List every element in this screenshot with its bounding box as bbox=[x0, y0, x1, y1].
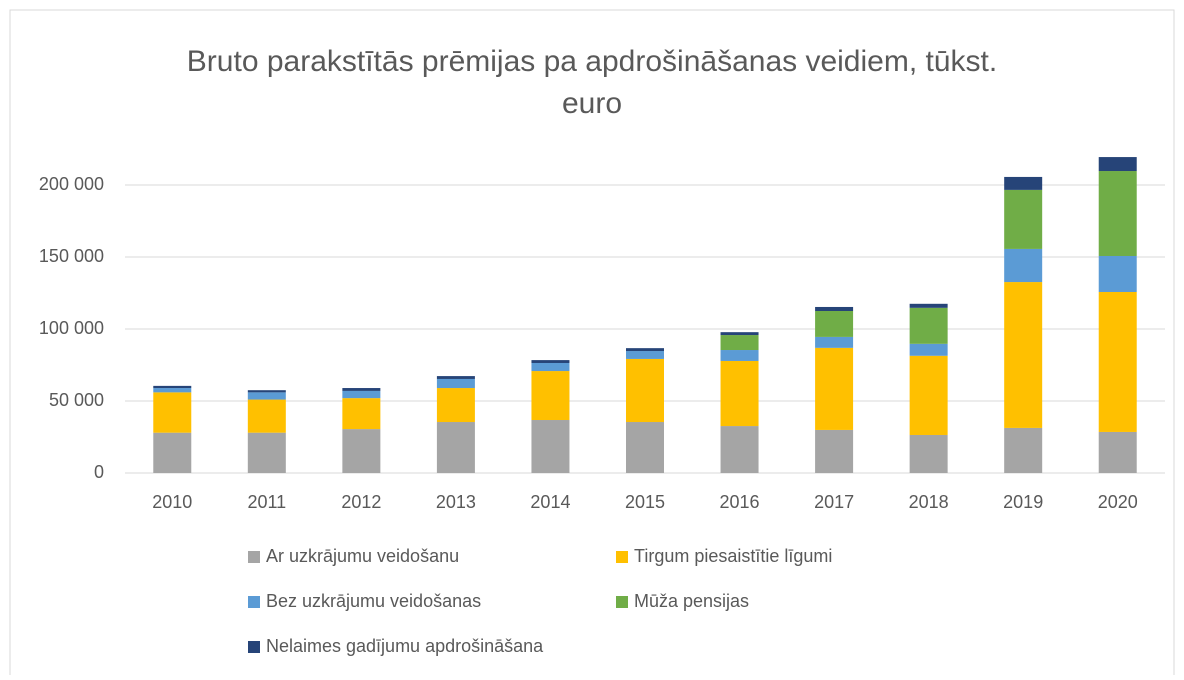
bar-segment bbox=[909, 343, 948, 356]
bar-segment bbox=[436, 378, 475, 389]
bar-segment bbox=[909, 307, 948, 344]
bar-segment bbox=[436, 388, 475, 423]
bar-segment bbox=[436, 422, 475, 473]
bar-segment bbox=[720, 332, 759, 336]
legend-swatch bbox=[248, 551, 260, 563]
chart-title: Bruto parakstītās prēmijas pa apdrošināš… bbox=[187, 45, 997, 120]
bar-segment bbox=[1004, 189, 1043, 249]
bar-segment bbox=[436, 376, 475, 379]
bar-segment bbox=[909, 355, 948, 435]
bar-segment bbox=[342, 388, 381, 391]
bar-segment bbox=[626, 422, 664, 473]
x-tick-label: 2017 bbox=[814, 492, 854, 512]
bar-segment bbox=[720, 335, 759, 351]
bar-segment bbox=[815, 306, 854, 311]
bar-segment bbox=[909, 303, 948, 308]
bar-segment bbox=[247, 399, 286, 433]
x-tick-label: 2011 bbox=[247, 492, 286, 512]
bar-segment bbox=[626, 351, 664, 359]
bar-segment bbox=[1098, 157, 1137, 172]
legend-swatch bbox=[248, 641, 260, 653]
bar-segment bbox=[1098, 431, 1137, 473]
legend-swatch bbox=[616, 596, 628, 608]
bar-segment bbox=[153, 388, 192, 393]
x-tick-label: 2012 bbox=[341, 492, 381, 512]
legend-label: Ar uzkrājumu veidošanu bbox=[266, 546, 459, 566]
bar-segment bbox=[1004, 427, 1043, 473]
bar-segment bbox=[531, 360, 570, 363]
x-tick-label: 2010 bbox=[152, 492, 192, 512]
y-tick-label: 150 000 bbox=[39, 246, 104, 266]
x-tick-label: 2018 bbox=[909, 492, 949, 512]
bar-segment bbox=[909, 434, 948, 473]
bar-segment bbox=[720, 350, 759, 361]
bar-segment bbox=[1004, 248, 1043, 283]
y-tick-label: 50 000 bbox=[49, 390, 104, 410]
bar-segment bbox=[815, 311, 854, 337]
bar-segment bbox=[531, 362, 570, 372]
bar-segment bbox=[247, 392, 286, 400]
legend-label: Bez uzkrājumu veidošanas bbox=[266, 591, 481, 611]
bar-segment bbox=[815, 429, 854, 473]
x-tick-label: 2019 bbox=[1003, 492, 1043, 512]
bar-segment bbox=[153, 392, 192, 433]
y-tick-label: 100 000 bbox=[39, 318, 104, 338]
bar-segment bbox=[247, 390, 286, 393]
bar-segment bbox=[153, 432, 192, 473]
bar-segment bbox=[1098, 255, 1137, 292]
legend-swatch bbox=[248, 596, 260, 608]
bar-segment bbox=[247, 432, 286, 473]
legend-label: Tirgum piesaistītie līgumi bbox=[634, 546, 832, 566]
bar-segment bbox=[342, 398, 381, 430]
y-tick-label: 200 000 bbox=[39, 174, 104, 194]
chart-border bbox=[9, 9, 1175, 680]
bar-segment bbox=[626, 348, 664, 352]
legend-label: Mūža pensijas bbox=[634, 591, 749, 611]
bar-segment bbox=[815, 336, 854, 348]
legend-label: Nelaimes gadījumu apdrošināšana bbox=[266, 636, 544, 656]
bar-segment bbox=[1098, 171, 1137, 256]
bar-segment bbox=[626, 358, 664, 423]
bar-segment bbox=[1004, 282, 1043, 428]
x-tick-label: 2014 bbox=[530, 492, 570, 512]
bar-segment bbox=[720, 426, 759, 473]
bar-segment bbox=[342, 390, 381, 399]
bar-segment bbox=[531, 420, 570, 473]
bar-segment bbox=[342, 429, 381, 473]
bar-segment bbox=[1004, 176, 1043, 190]
x-tick-label: 2020 bbox=[1098, 492, 1138, 512]
bar-segment bbox=[531, 371, 570, 421]
y-tick-label: 0 bbox=[94, 462, 104, 482]
x-tick-label: 2013 bbox=[436, 492, 476, 512]
bar-segment bbox=[153, 385, 192, 389]
bar-segment bbox=[720, 360, 759, 427]
legend-swatch bbox=[616, 551, 628, 563]
x-tick-label: 2015 bbox=[625, 492, 665, 512]
x-tick-label: 2016 bbox=[720, 492, 760, 512]
bar-segment bbox=[1098, 291, 1137, 432]
bar-segment bbox=[815, 347, 854, 430]
